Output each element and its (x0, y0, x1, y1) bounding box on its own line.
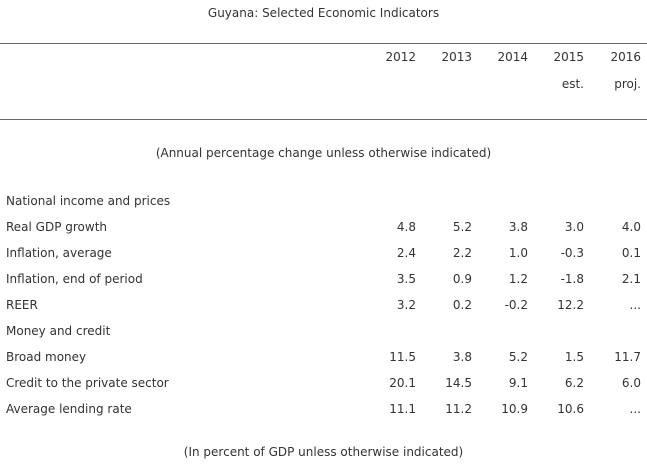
row-value: 12.2 (557, 298, 584, 312)
year-note: est. (561, 77, 584, 91)
year-header: 2016 (610, 50, 641, 64)
row-value: 4.0 (621, 220, 641, 234)
row-value: ... (629, 298, 641, 312)
row-value: -0.2 (504, 298, 528, 312)
row-value: 1.2 (508, 272, 528, 286)
table-row: National income and prices (0, 192, 647, 210)
row-label: Money and credit (6, 324, 111, 338)
row-value: 0.1 (621, 246, 641, 260)
row-value: 4.8 (396, 220, 416, 234)
table-row: Broad money 11.5 3.8 5.2 1.5 11.7 (0, 348, 647, 366)
row-value: 6.0 (621, 376, 641, 390)
row-value: 1.5 (564, 350, 584, 364)
table-row: Money and credit (0, 322, 647, 340)
table-row: Credit to the private sector 20.1 14.5 9.1 6… (0, 374, 647, 392)
row-value: 1.0 (508, 246, 528, 260)
row-value: 10.6 (557, 402, 584, 416)
row-value: ... (629, 402, 641, 416)
row-value: 3.0 (564, 220, 584, 234)
row-value: 11.2 (445, 402, 472, 416)
table-row: REER 3.2 0.2 -0.2 12.2... (0, 296, 647, 314)
row-value: 2.2 (452, 246, 472, 260)
year-header: 2015 (553, 50, 584, 64)
row-value: 3.2 (396, 298, 416, 312)
year-note-row: est. proj. (0, 75, 647, 93)
row-value: 3.8 (508, 220, 528, 234)
row-value: 6.2 (564, 376, 584, 390)
row-value: 5.2 (508, 350, 528, 364)
table-row: Inflation, end of period 3.5 0.9 1.2 -1.8 2.1 (0, 270, 647, 288)
row-label: National income and prices (6, 194, 171, 208)
row-label: Real GDP growth (6, 220, 108, 234)
header-bottom-rule (0, 119, 647, 120)
year-note: proj. (614, 77, 641, 91)
section-note: (In percent of GDP unless otherwise indi… (183, 445, 464, 459)
table-title: Guyana: Selected Economic Indicators (207, 6, 440, 20)
table-row: Real GDP growth 4.8 5.2 3.8 3.0 4.0 (0, 218, 647, 236)
year-header: 2014 (497, 50, 528, 64)
row-value: 9.1 (508, 376, 528, 390)
row-label: Average lending rate (6, 402, 132, 416)
year-header: 2012 (385, 50, 416, 64)
row-label: REER (6, 298, 38, 312)
row-value: 14.5 (445, 376, 472, 390)
row-value: 3.5 (396, 272, 416, 286)
section-note: (Annual percentage change unless otherwi… (155, 146, 492, 160)
table-row: Average lending rate 11.1 11.2 10.9 10.6... (0, 400, 647, 418)
row-label: Inflation, average (6, 246, 112, 260)
row-value: 3.8 (452, 350, 472, 364)
row-value: 2.1 (621, 272, 641, 286)
row-value: 10.9 (501, 402, 528, 416)
row-label: Credit to the private sector (6, 376, 169, 390)
row-value: 0.9 (452, 272, 472, 286)
row-label: Inflation, end of period (6, 272, 143, 286)
row-value: 11.5 (389, 350, 416, 364)
row-value: 11.7 (614, 350, 641, 364)
row-value: 11.1 (389, 402, 416, 416)
row-value: 20.1 (389, 376, 416, 390)
top-rule (0, 43, 647, 44)
row-value: -0.3 (560, 246, 584, 260)
year-header: 2013 (441, 50, 472, 64)
row-value: 2.4 (396, 246, 416, 260)
row-value: 5.2 (452, 220, 472, 234)
table-row: Inflation, average 2.4 2.2 1.0 -0.3 0.1 (0, 244, 647, 262)
row-value: 0.2 (452, 298, 472, 312)
row-label: Broad money (6, 350, 87, 364)
row-value: -1.8 (560, 272, 584, 286)
year-header-row: 2012 2013 2014 2015 2016 (0, 48, 647, 66)
